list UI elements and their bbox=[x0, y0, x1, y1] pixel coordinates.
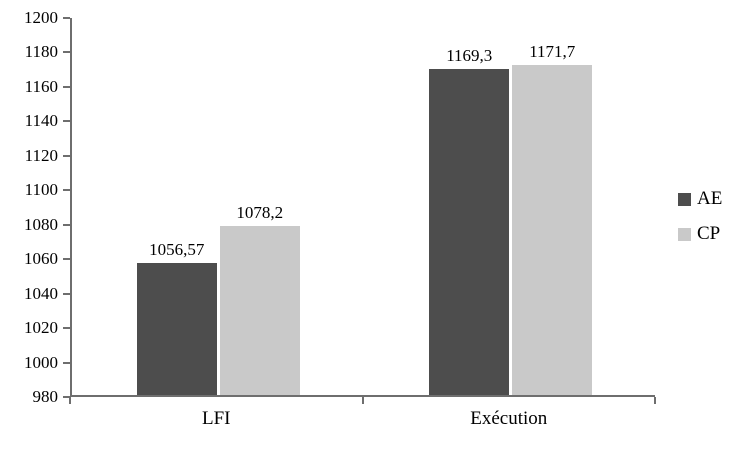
bar-cp-1 bbox=[219, 225, 300, 395]
legend-swatch-ae bbox=[678, 192, 691, 206]
y-tick-label: 1060 bbox=[24, 249, 58, 269]
bar-ae-2 bbox=[429, 68, 510, 395]
y-tick-label: 1160 bbox=[24, 76, 58, 96]
legend-label-cp: CP bbox=[697, 223, 721, 244]
x-tick-mark bbox=[361, 397, 364, 404]
y-tick-label: 980 bbox=[32, 387, 59, 406]
bar-value-label: 1056,57 bbox=[149, 240, 205, 260]
y-tick-mark bbox=[63, 223, 70, 226]
y-tick-mark bbox=[63, 85, 70, 88]
y-tick-label: 1200 bbox=[24, 8, 58, 27]
y-tick-label: 1080 bbox=[24, 214, 58, 234]
bar-value-label: 1169,3 bbox=[446, 45, 493, 65]
y-tick-mark bbox=[63, 361, 70, 364]
y-tick-label: 1180 bbox=[24, 42, 58, 62]
y-tick-mark bbox=[63, 327, 70, 330]
legend-swatch-cp bbox=[678, 227, 691, 241]
y-tick-label: 1040 bbox=[24, 283, 58, 303]
y-tick-mark bbox=[63, 292, 70, 295]
bar-ae-1 bbox=[136, 263, 217, 395]
y-tick-mark bbox=[63, 396, 70, 398]
y-tick-mark bbox=[63, 120, 70, 123]
bar-value-label: 1078,2 bbox=[236, 202, 284, 222]
y-tick-label: 1000 bbox=[24, 352, 58, 372]
x-tick-mark bbox=[69, 397, 71, 404]
bar-cp-2 bbox=[512, 64, 593, 395]
y-tick-label: 1120 bbox=[24, 145, 58, 165]
y-tick-mark bbox=[63, 258, 70, 261]
legend-item-ae: AE bbox=[678, 188, 722, 210]
legend-item-cp: CP bbox=[678, 223, 722, 245]
legend: AE CP bbox=[678, 188, 722, 258]
y-tick-mark bbox=[63, 154, 70, 157]
x-category-label: Exécution bbox=[470, 408, 548, 429]
x-category-label: LFI bbox=[202, 408, 231, 429]
y-tick-mark bbox=[63, 189, 70, 192]
y-tick-mark bbox=[63, 17, 70, 19]
y-tick-label: 1020 bbox=[24, 318, 58, 338]
legend-label-ae: AE bbox=[697, 188, 723, 209]
bar-value-label: 1171,7 bbox=[529, 41, 576, 61]
y-tick-mark bbox=[63, 51, 70, 54]
plot-area: 1056,57 1078,2 1169,3 1171,7 bbox=[70, 18, 655, 397]
y-tick-label: 1140 bbox=[24, 111, 58, 131]
x-tick-mark bbox=[654, 397, 656, 404]
y-tick-label: 1100 bbox=[24, 180, 58, 200]
